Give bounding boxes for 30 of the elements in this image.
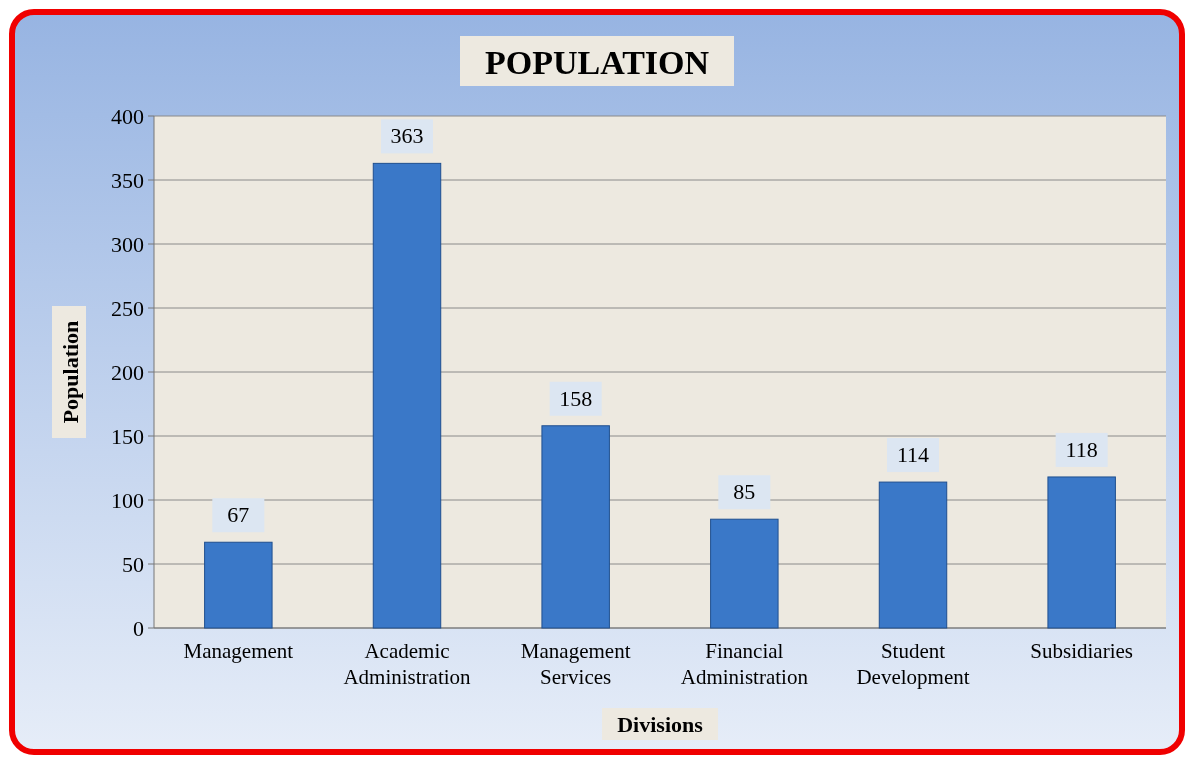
bar (372, 162, 442, 629)
y-tick-label: 300 (111, 231, 144, 257)
y-tick-label: 400 (111, 103, 144, 129)
data-label: 363 (390, 123, 424, 149)
x-tick-label: Student Development (856, 639, 970, 689)
bar (1047, 476, 1116, 629)
x-tick-label: Management Services (520, 639, 631, 689)
y-tick-label: 200 (111, 359, 144, 385)
bar (710, 518, 779, 629)
chart-title: POPULATION (484, 44, 710, 81)
y-tick-label: 150 (111, 423, 144, 449)
data-label: 85 (733, 479, 756, 505)
data-label: 67 (227, 502, 250, 528)
x-axis-title: Divisions (617, 712, 704, 737)
bar (541, 425, 610, 629)
x-tick-label: Subsidiaries (1030, 639, 1133, 663)
data-label: 118 (1065, 436, 1098, 462)
y-tick-label: 0 (133, 615, 144, 641)
data-label: 158 (559, 385, 593, 411)
y-tick-label: 250 (111, 295, 144, 321)
data-label: 114 (896, 442, 930, 468)
y-axis-title: Population (58, 320, 83, 424)
x-tick-label: Financial Administration (680, 639, 809, 689)
x-tick-label: Academic Administration (343, 639, 472, 689)
bar (878, 481, 948, 629)
y-tick-label: 350 (111, 167, 144, 193)
x-tick-label: Management (183, 639, 294, 663)
y-tick-label: 100 (111, 487, 144, 513)
bar (204, 541, 273, 629)
y-tick-label: 50 (122, 551, 144, 577)
